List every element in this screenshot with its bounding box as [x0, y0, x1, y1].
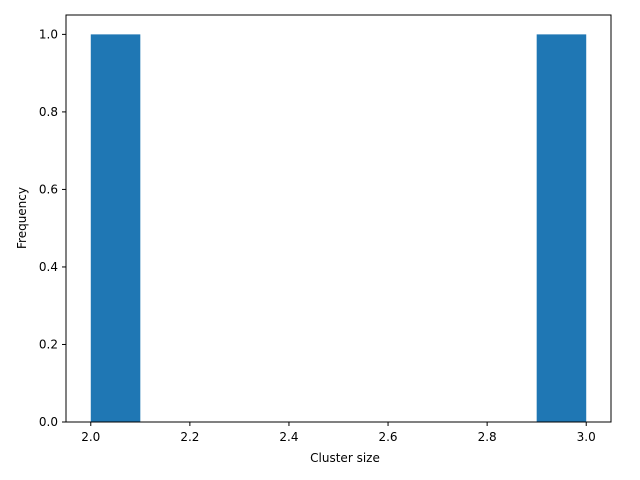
- y-tick-label: 0.6: [39, 182, 58, 196]
- y-tick-label: 0.0: [39, 415, 58, 429]
- bars-group: [90, 34, 587, 422]
- y-tick-label: 0.8: [39, 105, 58, 119]
- y-axis-label: Frequency: [15, 187, 29, 249]
- histogram-bar: [90, 34, 141, 422]
- x-tick-label: 2.0: [81, 430, 100, 444]
- x-tick-label: 2.2: [180, 430, 199, 444]
- x-axis-ticks: 2.0 2.2 2.4 2.6 2.8 3.0: [81, 422, 596, 444]
- x-tick-label: 2.6: [378, 430, 397, 444]
- y-tick-label: 0.2: [39, 337, 58, 351]
- x-tick-label: 2.4: [279, 430, 298, 444]
- histogram-bar: [536, 34, 587, 422]
- plot-frame: [65, 14, 612, 423]
- y-tick-label: 0.4: [39, 260, 58, 274]
- y-tick-label: 1.0: [39, 27, 58, 41]
- x-tick-label: 3.0: [577, 430, 596, 444]
- x-tick-label: 2.8: [478, 430, 497, 444]
- x-axis-label: Cluster size: [310, 451, 380, 465]
- y-axis-ticks: 0.0 0.2 0.4 0.6 0.8 1.0: [39, 27, 66, 429]
